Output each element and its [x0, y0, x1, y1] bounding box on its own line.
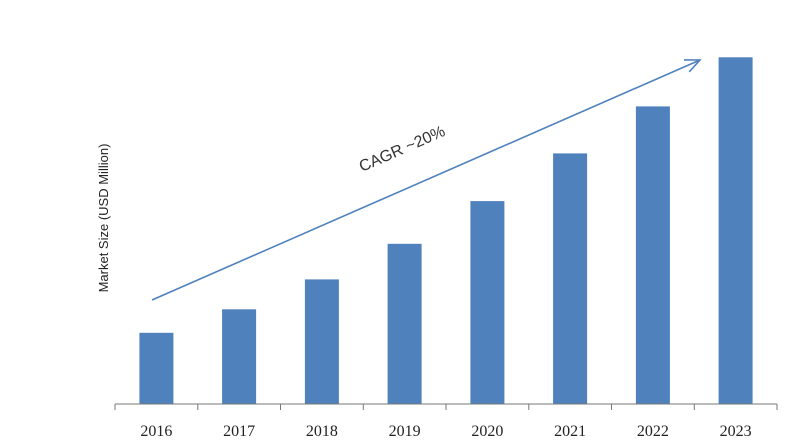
bar-2023: [718, 57, 753, 405]
x-tick-label-2023: 2023: [720, 423, 752, 440]
bar-2018: [304, 279, 339, 404]
x-tick-label-2020: 2020: [471, 423, 503, 440]
x-tick-labels-group: 2016 2017 2018 2019 2020 2021 2022 2023: [140, 423, 751, 440]
x-tick-label-2016: 2016: [140, 423, 172, 440]
bar-2021: [553, 153, 588, 404]
x-tick-label-2022: 2022: [637, 423, 669, 440]
x-tick-label-2018: 2018: [306, 423, 338, 440]
cagr-annotation: CAGR ~20%: [357, 123, 448, 176]
cagr-trend-arrow: [151, 59, 702, 301]
bar-2022: [635, 106, 670, 405]
bar-2020: [470, 201, 505, 404]
x-tick-label-2019: 2019: [389, 423, 421, 440]
bars-group: [139, 57, 753, 405]
x-tick-label-2017: 2017: [223, 423, 255, 440]
bar-2017: [222, 309, 257, 404]
trend-arrow-line: [151, 59, 701, 301]
bar-2016: [139, 332, 174, 404]
x-ticks-group: [114, 404, 778, 410]
bar-2019: [387, 243, 422, 404]
x-tick-label-2021: 2021: [554, 423, 586, 440]
trend-arrow-head: [683, 59, 702, 73]
y-axis-label: Market Size (USD Million): [96, 144, 111, 293]
